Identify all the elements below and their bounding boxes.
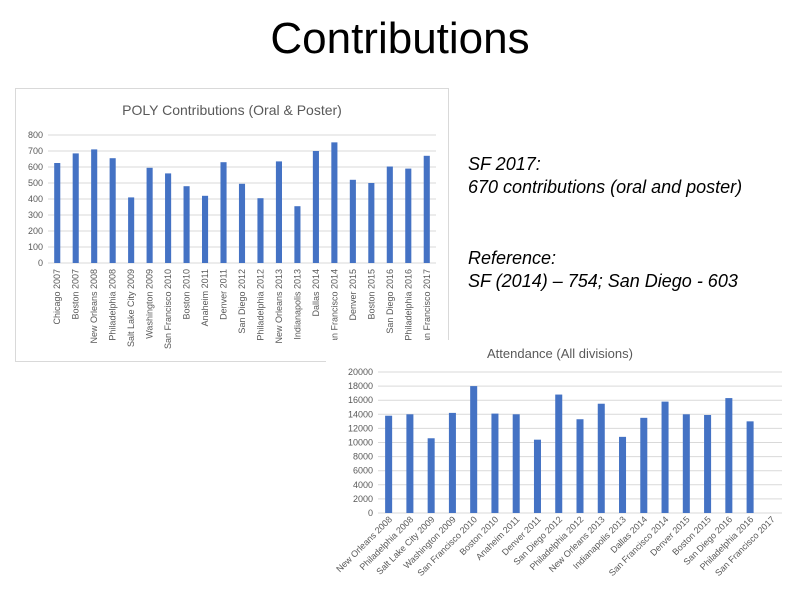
attendance-y-tick-label: 8000 [353,452,373,462]
poly-y-tick-label: 400 [28,194,43,204]
attendance-y-tick-label: 6000 [353,466,373,476]
attendance-y-tick-label: 20000 [348,367,373,377]
poly-bar [405,168,412,263]
poly-bar [146,167,153,263]
poly-bar [275,161,283,263]
attendance-chart-title: Attendance (All divisions) [487,346,633,361]
attendance-y-tick-label: 2000 [353,494,373,504]
poly-bar [368,183,375,263]
attendance-bar [406,414,414,513]
attendance-y-tick-label: 12000 [348,423,373,433]
attendance-bar [640,417,648,513]
poly-x-tick-label: New Orleans 2013 [274,269,284,344]
poly-bar [201,195,209,263]
poly-x-tick-label: San Francisco 2010 [163,269,173,349]
attendance-chart: Attendance (All divisions) 0 2000 4000 6000 8… [326,340,788,592]
sf-2017-note: SF 2017: 670 contributions (oral and pos… [468,153,742,199]
attendance-y-tick-label: 16000 [348,395,373,405]
attendance-bar [682,414,690,513]
attendance-y-tick-label: 18000 [348,381,373,391]
poly-y-tick-label: 100 [28,242,43,252]
poly-x-tick-label: Washington 2009 [145,269,155,339]
poly-x-tick-label: Boston 2010 [182,269,192,320]
slide-title: Contributions [270,14,530,63]
attendance-bar [385,415,393,513]
poly-bar [54,163,61,263]
poly-bar [257,198,264,263]
poly-bar [386,166,393,263]
poly-contributions-chart: POLY Contributions (Oral & Poster) 0 100 20… [15,88,449,362]
reference-note: Reference: SF (2014) – 754; San Diego - … [468,247,738,293]
poly-y-tick-label: 0 [38,258,43,268]
poly-x-tick-label: Philadelphia 2008 [108,269,118,341]
poly-x-tick-label: Dallas 2014 [311,269,321,317]
poly-bar [294,206,301,263]
poly-y-tick-label: 800 [28,130,43,140]
attendance-bar [470,386,478,513]
attendance-bar [555,394,563,513]
poly-x-tick-label: San Francisco 2014 [329,269,339,349]
poly-bar [109,158,116,263]
attendance-bar [427,438,435,513]
poly-bar [331,142,338,263]
attendance-bar [704,415,712,513]
poly-x-tick-label: San Diego 2012 [237,269,247,334]
attendance-y-tick-label: 14000 [348,409,373,419]
poly-x-tick-label: Boston 2015 [366,269,376,320]
poly-x-tick-label: Salt Lake City 2009 [126,269,136,347]
poly-y-tick-label: 700 [28,146,43,156]
attendance-bar [448,412,456,513]
poly-x-tick-label: San Francisco 2017 [422,269,432,349]
attendance-y-tick-label: 10000 [348,438,373,448]
poly-bar [423,155,430,263]
poly-x-tick-label: New Orleans 2008 [89,269,99,344]
attendance-bar [725,398,733,513]
poly-bar [183,186,190,263]
attendance-bar [597,403,605,513]
poly-x-tick-label: San Diego 2016 [385,269,395,334]
sf-2017-contributions-text: 670 contributions (oral and poster) [468,177,743,197]
poly-x-tick-label: Denver 2015 [348,269,358,321]
poly-bar [128,197,135,263]
attendance-bar [661,401,669,513]
poly-x-tick-label: Chicago 2007 [52,269,62,325]
poly-chart-title: POLY Contributions (Oral & Poster) [122,102,342,118]
poly-bar [349,179,356,263]
reference-heading: Reference: [468,248,557,268]
attendance-bar [533,439,541,513]
sf-2017-heading: SF 2017: [468,154,541,174]
attendance-bar [512,414,520,513]
poly-contributions-chart-svg: POLY Contributions (Oral & Poster) 0 100 20… [28,102,436,349]
poly-bar [91,149,98,263]
poly-bar [220,162,227,263]
poly-y-tick-label: 300 [28,210,43,220]
poly-bar [72,153,79,263]
poly-x-tick-label: Philadelphia 2012 [255,269,265,341]
poly-x-tick-label: Indianapolis 2013 [292,269,302,340]
poly-bar [238,183,246,263]
poly-x-tick-label: Denver 2011 [219,269,229,320]
attendance-bar [619,436,627,513]
attendance-bar [576,419,584,513]
reference-values-text: SF (2014) – 754; San Diego - 603 [468,271,738,291]
poly-x-tick-label: Philadelphia 2016 [403,269,413,341]
attendance-y-tick-label: 4000 [353,480,373,490]
attendance-bar [491,413,499,513]
poly-x-tick-label: Boston 2007 [71,269,81,320]
poly-bar [165,173,172,263]
attendance-chart-svg: Attendance (All divisions) 0 2000 4000 6000 8… [334,346,782,578]
poly-bar [312,151,319,263]
attendance-bar [746,421,754,513]
poly-x-tick-label: Anaheim 2011 [200,269,210,326]
poly-y-tick-label: 500 [28,178,43,188]
poly-y-tick-label: 600 [28,162,43,172]
attendance-y-tick-label: 0 [368,508,373,518]
poly-y-tick-label: 200 [28,226,43,236]
